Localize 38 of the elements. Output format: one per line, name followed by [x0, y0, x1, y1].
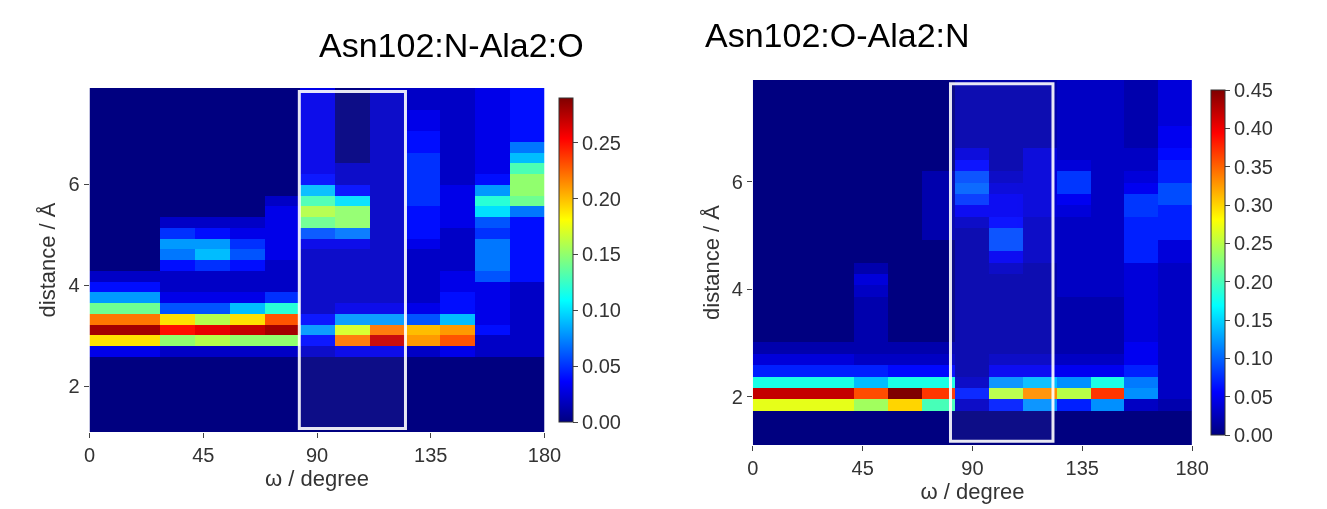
y-axis-title: distance / Å — [698, 204, 724, 320]
color-bar-label: 0.35 — [1234, 155, 1273, 178]
chart-title: Asn102:O-Ala2:N — [705, 16, 970, 54]
y-tick-label: 6 — [68, 173, 80, 196]
x-tick-label: 180 — [1175, 457, 1209, 479]
x-axis-title: ω / degree — [265, 466, 370, 491]
y-tick-label: 6 — [731, 170, 743, 193]
x-tick-label: 135 — [1065, 457, 1099, 479]
color-bar-label: 0.00 — [1234, 424, 1273, 446]
x-tick-label: 90 — [961, 457, 984, 479]
y-tick-label: 4 — [68, 274, 80, 297]
y-axis-title: distance / Å — [35, 202, 61, 318]
x-tick-label: 45 — [851, 457, 874, 479]
y-tick-label: 2 — [68, 375, 80, 398]
color-bar-label: 0.15 — [1234, 309, 1273, 331]
color-bar-label: 0.20 — [1234, 270, 1273, 293]
color-bar-label: 0.00 — [582, 411, 621, 433]
x-tick-label: 0 — [747, 457, 759, 479]
color-bar-label: 0.40 — [1234, 117, 1273, 140]
color-bar-label: 0.20 — [582, 187, 621, 210]
color-bar-label: 0.10 — [1234, 347, 1273, 370]
color-bar-label: 0.30 — [1234, 194, 1273, 216]
color-bar-label: 0.10 — [582, 299, 621, 322]
color-bar-label: 0.45 — [1234, 79, 1273, 101]
y-tick-label: 2 — [731, 385, 743, 408]
x-tick-label: 135 — [414, 444, 448, 466]
x-tick-label: 0 — [83, 444, 96, 466]
color-bar-label: 0.05 — [582, 355, 621, 378]
x-axis-title: ω / degree — [920, 479, 1025, 504]
x-tick-label: 180 — [527, 444, 562, 466]
y-tick-label: 4 — [731, 278, 743, 301]
x-tick-label: 45 — [192, 444, 215, 466]
color-bar-label: 0.05 — [1234, 385, 1273, 408]
color-bar-label: 0.25 — [1234, 232, 1273, 255]
chart-title: Asn102:N-Ala2:O — [319, 26, 584, 64]
color-bar-label: 0.15 — [582, 243, 621, 266]
color-bar-label: 0.25 — [582, 131, 621, 154]
x-tick-label: 90 — [305, 444, 329, 466]
